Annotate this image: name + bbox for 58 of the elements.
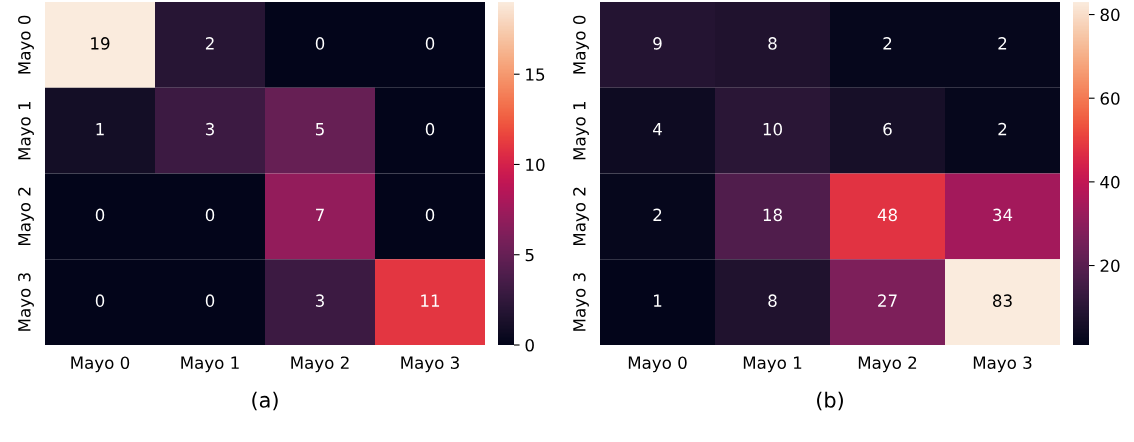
color-bar-label: 80 <box>1100 8 1120 22</box>
data-label: 0 <box>315 37 325 50</box>
data-label: 0 <box>425 208 435 222</box>
y-tick-label: Mayo 2 <box>18 187 34 246</box>
data-label: 0 <box>425 37 435 50</box>
x-tick-label: Mayo 2 <box>291 356 349 373</box>
data-label: 48 <box>877 208 897 222</box>
data-label: 2 <box>998 37 1007 50</box>
data-label: 4 <box>653 123 662 136</box>
data-label: 0 <box>425 122 435 136</box>
data-label: 83 <box>993 294 1012 307</box>
data-label: 9 <box>653 37 662 50</box>
data-label: 8 <box>768 37 777 50</box>
data-label: 3 <box>315 294 324 307</box>
y-tick-label: Mayo 1 <box>573 101 589 160</box>
y-tick-label: Mayo 3 <box>18 273 34 331</box>
data-label: 2 <box>883 37 892 50</box>
x-axis-title: (a) <box>252 391 278 411</box>
color-bar-label: 40 <box>1100 175 1120 189</box>
data-label: 1 <box>96 123 104 136</box>
x-tick-label: Mayo 3 <box>401 356 459 373</box>
data-label: 7 <box>316 208 324 221</box>
data-label: 0 <box>205 208 215 222</box>
x-tick-label: Mayo 2 <box>858 356 917 373</box>
data-label: 2 <box>653 208 662 221</box>
y-tick-label: Mayo 0 <box>18 15 34 74</box>
data-label: 5 <box>315 123 324 136</box>
data-label: 0 <box>95 208 105 222</box>
data-label: 8 <box>768 294 777 307</box>
data-label: 6 <box>883 122 892 136</box>
color-bar-label: 15 <box>526 68 545 81</box>
color-bar-label: 10 <box>526 158 545 172</box>
x-tick-label: Mayo 1 <box>181 356 239 373</box>
data-label: 3 <box>205 122 214 136</box>
x-axis-title: (b) <box>817 391 843 411</box>
x-tick-label: Mayo 0 <box>628 356 687 373</box>
color-bar-label: 20 <box>1100 259 1120 273</box>
data-label: 27 <box>878 294 897 307</box>
data-label: 10 <box>763 122 782 136</box>
data-label: 34 <box>993 208 1013 222</box>
data-label: 19 <box>91 37 110 50</box>
y-tick-label: Mayo 2 <box>573 187 589 246</box>
data-label: 11 <box>421 294 440 307</box>
color-bar-label: 5 <box>525 248 534 262</box>
color-bar-label: 0 <box>525 338 534 352</box>
x-tick-label: Mayo 3 <box>973 356 1032 373</box>
data-label: 2 <box>998 122 1007 136</box>
y-tick-label: Mayo 0 <box>573 15 589 74</box>
color-bar-label: 60 <box>1100 92 1120 105</box>
data-label: 0 <box>205 294 215 307</box>
data-label: 18 <box>763 208 782 222</box>
y-tick-label: Mayo 1 <box>18 101 34 160</box>
data-label: 1 <box>654 294 662 307</box>
data-label: 2 <box>205 37 214 50</box>
x-tick-label: Mayo 0 <box>71 356 130 373</box>
x-tick-label: Mayo 1 <box>743 356 802 373</box>
y-tick-label: Mayo 3 <box>573 273 589 331</box>
data-label: 0 <box>95 294 105 307</box>
